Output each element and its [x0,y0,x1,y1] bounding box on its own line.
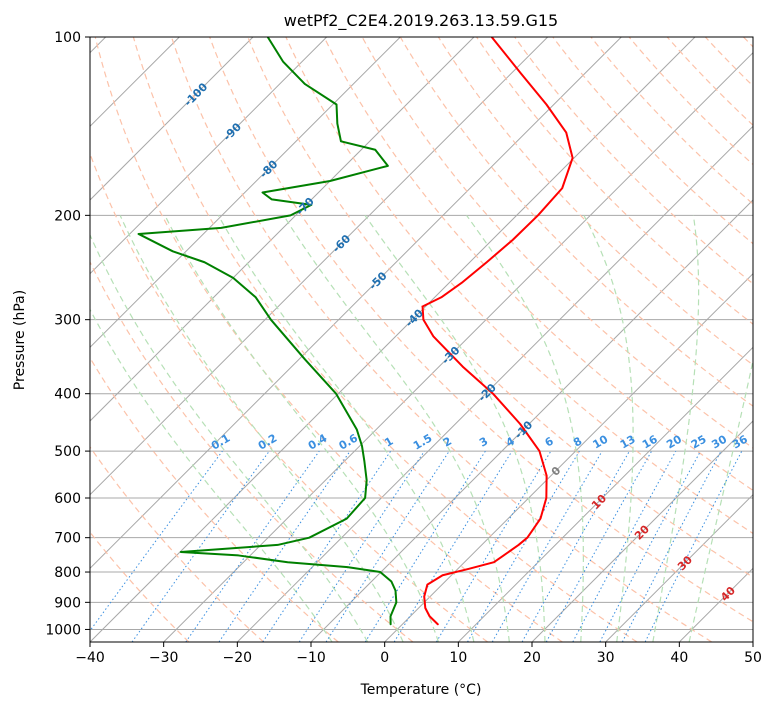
isotherm-line [236,125,753,642]
mixing-ratio-line [298,450,425,642]
dry-adiabat-line [94,37,563,642]
mixing-ratio-line [185,450,320,642]
moist-adiabat-line [90,233,369,642]
moist-adiabat-line [364,214,546,642]
y-tick-label: 1000 [45,622,81,638]
temperature-profile-line [421,37,574,626]
x-tick-label: 50 [744,650,762,666]
profile-lines [137,37,574,626]
mixing-ratio-line [90,450,223,632]
y-tick-label: 300 [54,313,81,329]
x-tick-label: 10 [449,650,467,666]
x-tick-label: 0 [380,650,389,666]
mixing-ratio-line [131,450,270,642]
dry-adiabat-line [437,37,753,366]
mixing-ratio-line [644,450,743,642]
dry-adiabat-line [170,37,713,642]
dry-adiabat-line [361,37,753,449]
isotherm-line [531,420,753,642]
isotherm-line [163,51,753,642]
dry-adiabat-line [247,37,753,578]
y-tick-label: 700 [54,531,81,547]
y-axis: 100 200 300 400 500 600 700 800 900 1000 [45,30,90,638]
y-tick-label: 800 [54,565,81,581]
isotherm-line [457,346,753,642]
y-tick-label: 600 [54,491,81,507]
mixing-ratio-line [393,450,513,642]
isotherm-line [384,272,753,642]
x-tick-label: 30 [597,650,615,666]
isotherm-line [90,37,328,275]
isotherm-line [90,37,475,422]
dry-adiabat-line [399,37,753,407]
moist-adiabat-line [583,215,634,642]
dry-adiabat-line [628,37,753,166]
dry-adiabat-line [323,37,753,492]
moist-adiabat-line [466,214,584,642]
plot-frame [89,36,754,643]
isotherm-line [605,493,753,642]
x-axis: −40 −30 −20 −10 0 10 20 30 40 50 [75,642,762,666]
x-tick-label: 20 [523,650,541,666]
y-tick-label: 400 [54,387,81,403]
y-axis-label: Pressure (hPa) [12,290,28,390]
dewpoint-profile-line [137,37,398,626]
x-tick-label: −30 [149,650,179,666]
moist-adiabat-line [90,308,333,642]
y-tick-label: 900 [54,595,81,611]
mixing-ratio-line [262,450,392,642]
mixing-ratio-line [521,450,630,642]
dry-adiabat-line [209,37,753,623]
dry-adiabat-line [132,37,638,642]
isotherm-line [90,37,549,496]
plot-background [90,37,753,642]
moist-adiabat-line [652,215,700,642]
isotherm-line [752,641,753,642]
y-tick-label: 100 [54,30,81,46]
mixing-ratio-line [545,450,653,642]
moist-adiabat-line [164,215,440,642]
moist-adiabat-line [283,215,510,642]
isotherm-line [90,37,622,570]
isotherm-line [90,37,696,642]
x-tick-label: 40 [670,650,688,666]
y-tick-label: 500 [54,444,81,460]
dry-adiabat-line [90,445,264,642]
x-tick-label: −40 [75,650,105,666]
mixing-ratio-line [325,450,450,642]
moist-adiabat-line [119,215,404,642]
isotherm-line [90,37,254,201]
chart-title: wetPf2_C2E4.2019.263.13.59.G15 [284,11,558,31]
isotherm-line [90,37,401,349]
dry-adiabat-line [90,152,488,642]
background-lines [90,37,753,642]
x-tick-label: −20 [223,650,253,666]
x-tick-label: −10 [296,650,326,666]
x-axis-label: Temperature (°C) [360,682,482,698]
dry-adiabat-line [552,37,753,245]
y-tick-label: 200 [54,208,81,224]
mixing-ratio-line [218,450,351,642]
dry-adiabat-line [514,37,753,285]
moist-adiabat-line [217,215,475,642]
mixing-ratio-line [572,450,677,642]
